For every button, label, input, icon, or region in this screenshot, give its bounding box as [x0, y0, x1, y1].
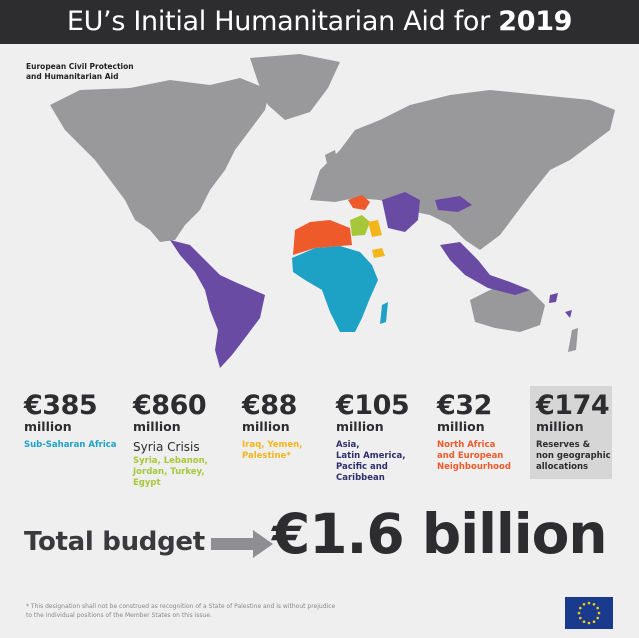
label-line: Egypt [133, 478, 161, 488]
region-label: Sub-Saharan Africa [24, 440, 117, 450]
amount: €32 [437, 390, 492, 421]
region-title: Syria Crisis [133, 440, 200, 454]
label-line: Caribbean [336, 473, 385, 483]
figure-north-africa: €32 million North Africa and European Ne… [437, 392, 511, 473]
unit: million [336, 419, 384, 434]
region-label: Reserves & non geographic allocations [536, 440, 611, 473]
unit: million [24, 419, 72, 434]
latin-america [170, 240, 265, 368]
label-line: non geographic [536, 451, 611, 461]
iraq-yemen [368, 220, 385, 258]
amount: €385 [24, 390, 98, 421]
region-label: North Africa and European Neighbourhood [437, 440, 511, 473]
total-value: €1.6 billion [272, 502, 608, 566]
amount: €860 [133, 390, 207, 421]
figure-sub-saharan: €385 million Sub-Saharan Africa [24, 392, 117, 451]
amount: €174 [536, 390, 610, 421]
label-line: Syria, Lebanon, [133, 456, 208, 466]
greenland [250, 54, 340, 120]
title-text: EU’s Initial Humanitarian Aid for [66, 6, 499, 37]
label-line: and European [437, 451, 504, 461]
mongolia [435, 196, 472, 212]
figure-asia-latam: €105 million Asia, Latin America, Pacifi… [336, 390, 410, 484]
org-label: European Civil Protection and Humanitari… [26, 62, 166, 82]
sub-saharan-africa [292, 246, 378, 332]
world-map [50, 54, 615, 368]
total-label: Total budget [24, 527, 205, 557]
unit: million [437, 419, 485, 434]
label-line: Neighbourhood [437, 462, 511, 472]
label-line: Palestine* [242, 451, 291, 461]
label-line: Latin America, [336, 451, 406, 461]
north-africa [293, 220, 352, 255]
label-line: Pacific and [336, 462, 388, 472]
figures-row: €385 million Sub-Saharan Africa €860 mil… [0, 392, 639, 492]
south-east-asia [440, 242, 530, 295]
unit: million [133, 419, 181, 434]
figure-reserves: €174 million Reserves & non geographic a… [536, 392, 611, 473]
region-label: Syria, Lebanon, Jordan, Turkey, Egypt [133, 456, 208, 489]
pacific-islands [549, 293, 572, 318]
amount: €88 [242, 390, 297, 421]
right-arrow-icon [211, 530, 273, 558]
org-line-2: and Humanitarian Aid [26, 72, 119, 81]
european-neighbourhood [348, 195, 370, 210]
unit: million [242, 419, 290, 434]
label-line: Iraq, Yemen, [242, 440, 303, 450]
australia [470, 285, 545, 332]
org-line-1: European Civil Protection [26, 62, 134, 71]
eurasia [310, 90, 615, 250]
label-line: Jordan, Turkey, [133, 467, 205, 477]
footnote-line: to the individual positions of the Membe… [26, 612, 213, 619]
region-label: Asia, Latin America, Pacific and Caribbe… [336, 440, 409, 484]
eu-flag-icon [565, 597, 613, 629]
madagascar [380, 302, 388, 324]
reserves-box [530, 386, 612, 479]
syria-crisis [350, 215, 370, 236]
header-bar: EU’s Initial Humanitarian Aid for 2019 [0, 0, 639, 44]
page-title: EU’s Initial Humanitarian Aid for 2019 [0, 0, 639, 44]
label-line: North Africa [437, 440, 496, 450]
figure-iraq-yemen: €88 million Iraq, Yemen, Palestine* [242, 392, 302, 462]
amount: €105 [336, 390, 410, 421]
unit: million [536, 419, 584, 434]
label-line: allocations [536, 462, 589, 472]
title-year: 2019 [498, 6, 573, 37]
region-label: Iraq, Yemen, Palestine* [242, 440, 302, 462]
label-line: Asia, [336, 440, 360, 450]
figure-syria: €860 million Syria Crisis Syria, Lebanon… [133, 392, 208, 489]
label-line: Reserves & [536, 440, 591, 450]
uk [325, 150, 338, 168]
new-zealand [568, 328, 578, 352]
north-america [50, 78, 270, 242]
footnote: * This designation shall not be construe… [26, 602, 356, 620]
central-asia [382, 192, 420, 232]
footnote-line: * This designation shall not be construe… [26, 603, 336, 610]
